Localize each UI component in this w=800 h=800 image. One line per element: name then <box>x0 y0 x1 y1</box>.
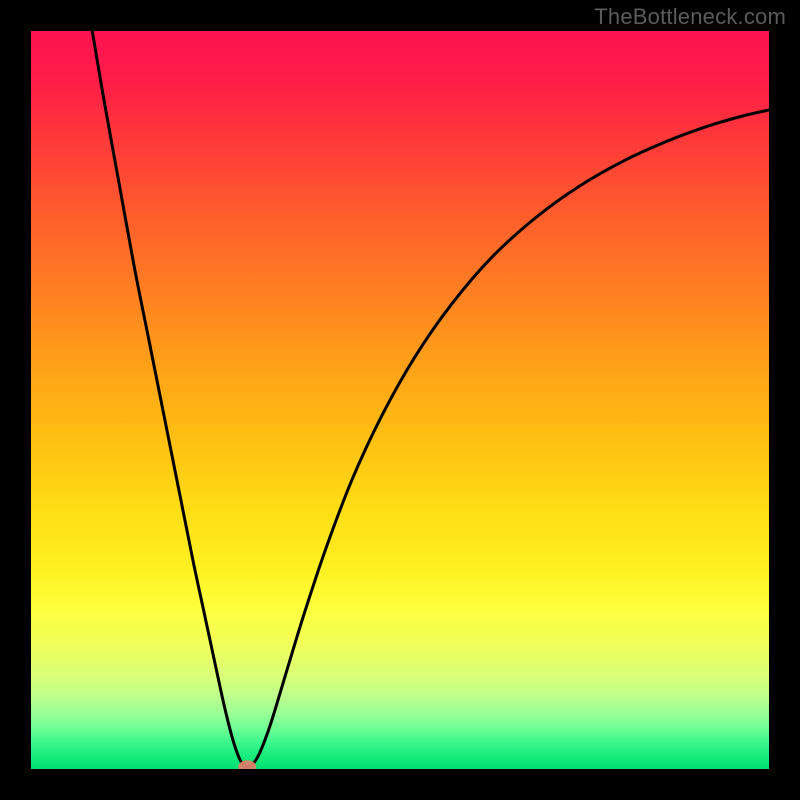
bottleneck-curve-chart <box>31 31 769 769</box>
chart-background <box>31 31 769 769</box>
chart-frame <box>31 31 769 769</box>
watermark-text: TheBottleneck.com <box>594 4 786 30</box>
